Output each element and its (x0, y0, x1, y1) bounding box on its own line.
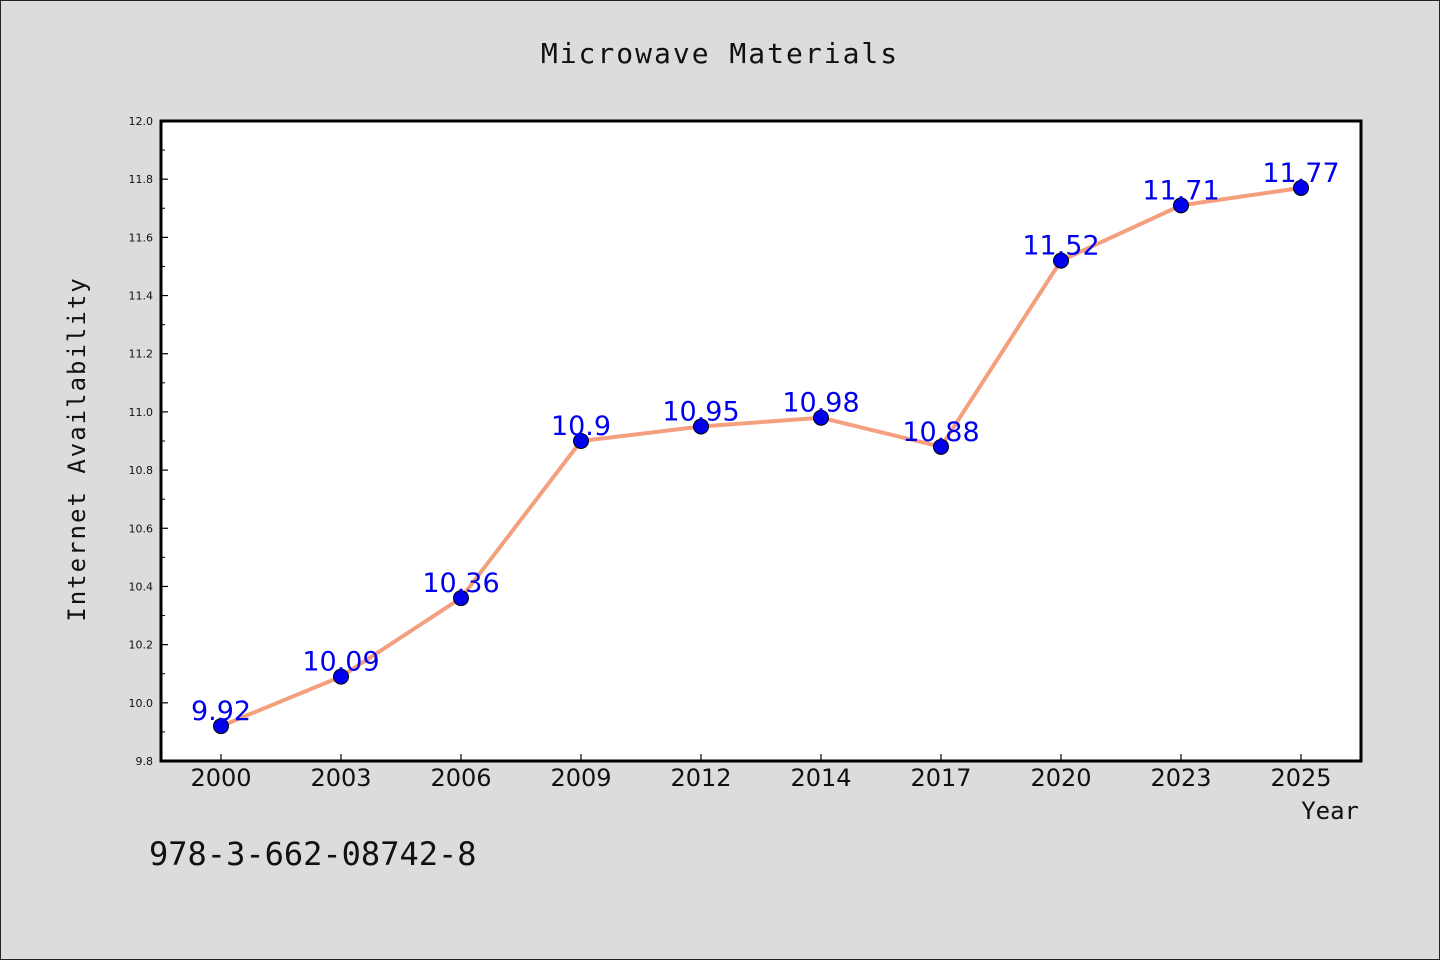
data-label: 9.92 (191, 696, 251, 727)
isbn-text: 978-3-662-08742-8 (149, 835, 477, 873)
data-label: 11.71 (1142, 175, 1219, 206)
x-tick-label: 2020 (1030, 764, 1091, 792)
data-point (813, 409, 829, 426)
y-tick-label: 11.6 (129, 231, 154, 244)
y-tick-label: 10.2 (129, 639, 154, 652)
chart-title: Microwave Materials (540, 37, 900, 70)
data-label: 10.88 (902, 417, 979, 448)
x-tick-label: 2023 (1150, 764, 1211, 792)
plot-area (159, 119, 1363, 763)
data-point (933, 438, 949, 455)
data-point (693, 418, 709, 435)
x-tick-label: 2012 (670, 764, 731, 792)
data-label: 10.98 (782, 388, 859, 419)
data-point (213, 718, 229, 735)
x-tick-label: 2014 (790, 764, 851, 792)
data-point (1173, 197, 1189, 214)
data-label: 10.36 (422, 568, 499, 599)
data-label: 11.52 (1022, 231, 1099, 262)
data-point (453, 590, 469, 607)
series-line (220, 185, 1302, 728)
y-tick-label: 11.4 (129, 290, 154, 303)
series-line-layer (220, 185, 1302, 728)
axis-ticks: 9.8 10.0 10.2 10.4 10.6 10.8 11.0 11.2 11.4 11.6 1… (129, 115, 1332, 792)
y-tick-label: 11.8 (129, 173, 154, 186)
data-label: 10.95 (662, 396, 739, 427)
y-tick-label: 9.8 (136, 755, 154, 768)
y-tick-label: 11.2 (129, 348, 154, 361)
x-tick-label: 2003 (310, 764, 371, 792)
data-label: 11.77 (1262, 158, 1339, 189)
y-tick-label: 10.8 (129, 464, 154, 477)
data-point (1293, 179, 1309, 196)
data-point (333, 668, 349, 685)
x-tick-label: 2006 (430, 764, 491, 792)
data-label: 10.09 (302, 647, 379, 678)
data-label-layer: 9.92 10.09 10.36 10.9 10.95 10.98 10.88 11.52 11… (191, 158, 1340, 727)
data-point (1053, 252, 1069, 269)
data-label: 10.9 (551, 411, 611, 442)
y-tick-label: 10.6 (129, 522, 154, 535)
y-tick-label: 12.0 (129, 115, 154, 128)
y-tick-label: 10.0 (129, 697, 154, 710)
series-marker-layer (213, 179, 1309, 735)
x-tick-label: 2000 (190, 764, 251, 792)
data-point (573, 433, 589, 449)
y-tick-label: 11.0 (129, 406, 154, 419)
y-tick-label: 10.4 (129, 580, 154, 593)
x-tick-label: 2025 (1270, 764, 1331, 792)
x-axis-label: Year (1301, 797, 1359, 825)
x-tick-label: 2017 (910, 764, 971, 792)
x-tick-label: 2009 (550, 764, 611, 792)
